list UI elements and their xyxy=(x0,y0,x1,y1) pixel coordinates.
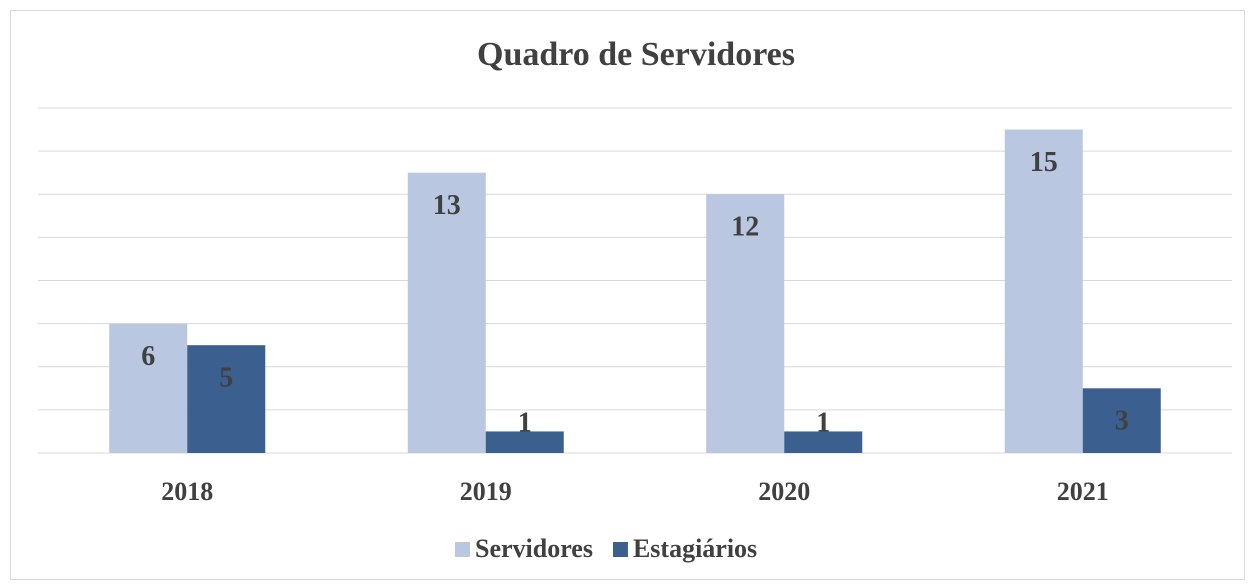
bar xyxy=(1082,388,1161,453)
data-label: 13 xyxy=(433,190,461,221)
data-label: 1 xyxy=(816,407,830,438)
chart-title: Quadro de Servidores xyxy=(477,36,795,73)
data-label: 6 xyxy=(141,341,155,372)
x-tick-label: 2018 xyxy=(161,477,213,506)
legend-swatch xyxy=(612,542,628,557)
data-label: 5 xyxy=(219,363,233,394)
legend-label: Servidores xyxy=(475,534,593,563)
x-tick-label: 2019 xyxy=(460,477,512,506)
bar xyxy=(407,172,486,453)
x-tick-label: 2020 xyxy=(758,477,810,506)
bar xyxy=(1004,129,1083,453)
bar xyxy=(109,323,188,453)
data-label: 12 xyxy=(731,212,759,243)
legend-label: Estagiários xyxy=(633,534,757,563)
bar xyxy=(485,431,564,453)
data-label: 1 xyxy=(518,407,532,438)
data-label: 3 xyxy=(1115,406,1129,437)
legend-swatch xyxy=(455,542,470,557)
data-label: 15 xyxy=(1030,147,1058,178)
bar xyxy=(784,431,863,453)
x-tick-label: 2021 xyxy=(1057,477,1109,506)
bar xyxy=(706,194,785,453)
bar xyxy=(187,345,266,453)
